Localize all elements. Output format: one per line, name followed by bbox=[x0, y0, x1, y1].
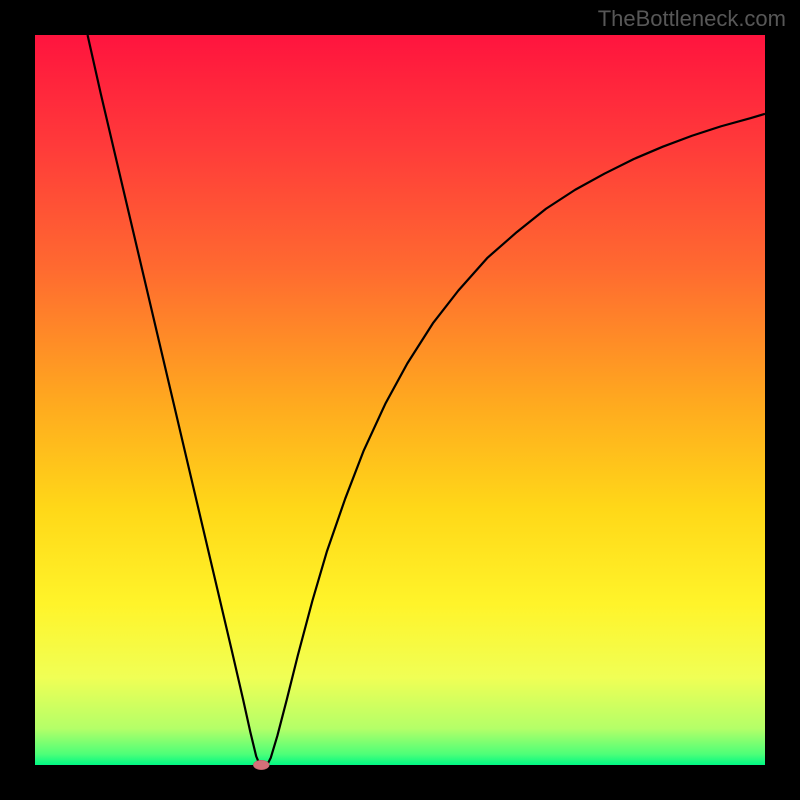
plot-area bbox=[35, 35, 765, 765]
optimal-point-marker bbox=[253, 760, 269, 770]
watermark-label: TheBottleneck.com bbox=[598, 6, 786, 32]
chart-container: TheBottleneck.com bbox=[0, 0, 800, 800]
bottleneck-chart bbox=[0, 0, 800, 800]
